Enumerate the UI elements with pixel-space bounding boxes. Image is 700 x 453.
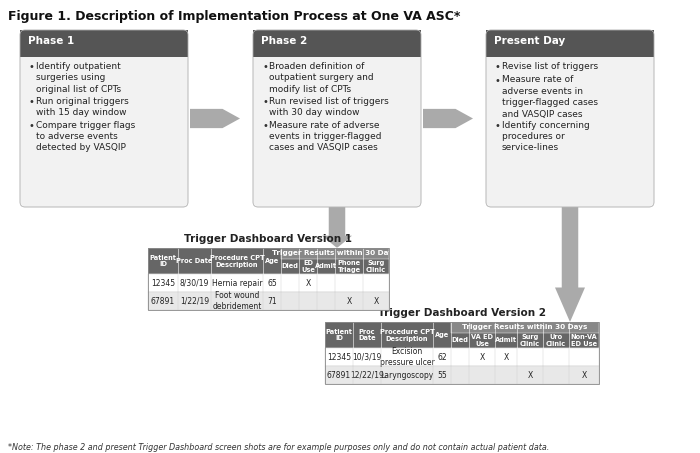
Text: •: • [495, 121, 501, 131]
Text: Run revised list of triggers
with 30 day window: Run revised list of triggers with 30 day… [269, 96, 389, 117]
Text: Measure rate of adverse
events in trigger-flagged
cases and VASQIP cases: Measure rate of adverse events in trigge… [269, 120, 382, 152]
Text: •: • [262, 63, 268, 72]
Text: Identify outpatient
surgeries using
original list of CPTs: Identify outpatient surgeries using orig… [36, 62, 121, 94]
Text: 67891: 67891 [151, 297, 175, 305]
Text: 8/30/19: 8/30/19 [180, 279, 209, 288]
Text: X: X [346, 297, 351, 305]
Text: Age: Age [435, 332, 449, 338]
Text: •: • [29, 121, 35, 131]
FancyBboxPatch shape [20, 30, 188, 207]
Text: 12/22/19: 12/22/19 [350, 371, 384, 380]
Text: *Note: The phase 2 and present Trigger Dashboard screen shots are for example pu: *Note: The phase 2 and present Trigger D… [8, 443, 550, 452]
Polygon shape [555, 207, 585, 322]
Text: •: • [262, 97, 268, 107]
FancyBboxPatch shape [486, 30, 654, 52]
Text: 12345: 12345 [151, 279, 175, 288]
Text: Revise list of triggers: Revise list of triggers [502, 62, 598, 71]
Text: Trigger Results within 30 Days: Trigger Results within 30 Days [462, 324, 588, 331]
Text: 10/3/19: 10/3/19 [352, 352, 382, 361]
Text: •: • [495, 76, 501, 86]
Bar [148, 274, 389, 292]
Bar [451, 322, 599, 333]
Text: 55: 55 [437, 371, 447, 380]
Text: Patient
ID: Patient ID [326, 328, 352, 342]
Text: •: • [29, 63, 35, 72]
Text: Surg
Clinic: Surg Clinic [366, 260, 386, 273]
Text: Figure 1. Description of Implementation Process at One VA ASC*: Figure 1. Description of Implementation … [8, 10, 461, 23]
Bar [325, 348, 599, 366]
Text: Patient
ID: Patient ID [150, 255, 176, 268]
FancyBboxPatch shape [253, 30, 421, 52]
Polygon shape [190, 109, 240, 128]
Text: Procedure CPT
Description: Procedure CPT Description [379, 328, 435, 342]
Text: Hernia repair: Hernia repair [211, 279, 262, 288]
Text: X: X [305, 279, 311, 288]
Text: Trigger Dashboard Version 2: Trigger Dashboard Version 2 [378, 308, 546, 318]
Text: 62: 62 [438, 352, 447, 361]
Text: Phase 2: Phase 2 [261, 36, 307, 46]
Text: Foot wound
debridement: Foot wound debridement [212, 291, 262, 311]
Text: Proc Date: Proc Date [176, 258, 213, 264]
Text: Laryngoscopy: Laryngoscopy [380, 371, 433, 380]
Bar [253, 30, 421, 57]
Text: Age: Age [265, 258, 279, 264]
Text: 1/22/19: 1/22/19 [180, 297, 209, 305]
Text: X: X [527, 371, 533, 380]
Text: Non-VA
ED Use: Non-VA ED Use [570, 334, 597, 347]
Text: Admit: Admit [495, 337, 517, 343]
Text: Identify concerning
procedures or
service-lines: Identify concerning procedures or servic… [502, 120, 589, 152]
Text: ED
Use: ED Use [301, 260, 315, 273]
Text: Admit: Admit [315, 264, 337, 270]
Text: X: X [503, 352, 509, 361]
Text: Procedure CPT
Description: Procedure CPT Description [209, 255, 265, 268]
Text: Uro
Clinic: Uro Clinic [546, 334, 566, 347]
Text: Excision
pressure ulcer: Excision pressure ulcer [379, 347, 435, 366]
Text: Measure rate of
adverse events in
trigger-flagged cases
and VASQIP cases: Measure rate of adverse events in trigge… [502, 76, 598, 119]
Bar [20, 30, 188, 57]
FancyBboxPatch shape [253, 30, 421, 207]
Text: Surg
Clinic: Surg Clinic [520, 334, 540, 347]
Text: Trigger Dashboard Version 1: Trigger Dashboard Version 1 [185, 234, 353, 244]
Text: 65: 65 [267, 279, 277, 288]
FancyBboxPatch shape [20, 30, 188, 52]
Text: 71: 71 [267, 297, 276, 305]
Text: Proc
Date: Proc Date [358, 328, 376, 342]
Bar [325, 322, 599, 348]
Bar [148, 248, 389, 274]
Bar [325, 366, 599, 384]
Text: •: • [495, 63, 501, 72]
Text: Compare trigger flags
to adverse events
detected by VASQIP: Compare trigger flags to adverse events … [36, 120, 135, 152]
FancyBboxPatch shape [486, 30, 654, 207]
Text: Broaden definition of
outpatient surgery and
modify list of CPTs: Broaden definition of outpatient surgery… [269, 62, 374, 94]
Text: Phase 1: Phase 1 [28, 36, 74, 46]
Bar [281, 248, 389, 259]
Bar [148, 292, 389, 310]
Bar [148, 248, 389, 310]
Text: Trigger Results within 30 Days: Trigger Results within 30 Days [272, 251, 398, 256]
Bar [486, 30, 654, 57]
Text: Phone
Triage: Phone Triage [337, 260, 360, 273]
Bar [325, 322, 599, 384]
Text: X: X [373, 297, 379, 305]
Text: 67891: 67891 [327, 371, 351, 380]
Polygon shape [322, 207, 352, 248]
Text: Died: Died [452, 337, 468, 343]
Text: Died: Died [281, 264, 298, 270]
Text: Present Day: Present Day [494, 36, 566, 46]
Text: X: X [480, 352, 484, 361]
Text: X: X [582, 371, 587, 380]
Text: VA ED
Use: VA ED Use [471, 334, 493, 347]
Text: Run original triggers
with 15 day window: Run original triggers with 15 day window [36, 96, 129, 117]
Text: •: • [29, 97, 35, 107]
Text: 12345: 12345 [327, 352, 351, 361]
Polygon shape [423, 109, 473, 128]
Text: •: • [262, 121, 268, 131]
